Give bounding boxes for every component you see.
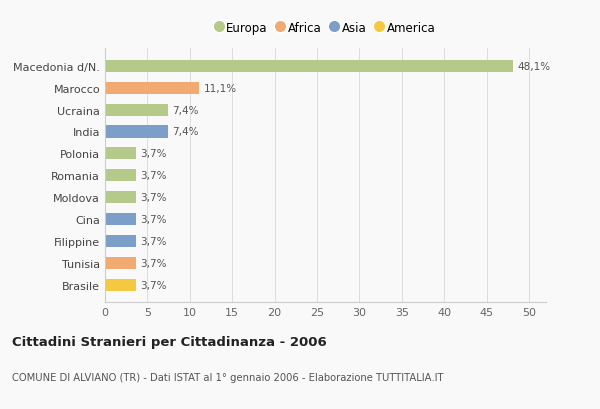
Text: 3,7%: 3,7% (140, 258, 167, 268)
Text: Cittadini Stranieri per Cittadinanza - 2006: Cittadini Stranieri per Cittadinanza - 2… (12, 336, 327, 348)
Text: 11,1%: 11,1% (203, 83, 236, 93)
Bar (105, 104, 168, 116)
Bar (105, 213, 136, 226)
Bar (105, 83, 199, 94)
Text: 3,7%: 3,7% (140, 193, 167, 203)
Text: 3,7%: 3,7% (140, 236, 167, 246)
Legend: Europa, Africa, Asia, America: Europa, Africa, Asia, America (211, 17, 440, 39)
Text: 3,7%: 3,7% (140, 171, 167, 181)
Bar (105, 61, 513, 73)
Bar (105, 236, 136, 247)
Bar (105, 192, 136, 204)
Bar (105, 257, 136, 269)
Bar (105, 126, 168, 138)
Bar (105, 170, 136, 182)
Text: 3,7%: 3,7% (140, 280, 167, 290)
Text: 3,7%: 3,7% (140, 149, 167, 159)
Text: 48,1%: 48,1% (517, 62, 550, 72)
Text: 7,4%: 7,4% (172, 106, 199, 115)
Bar (105, 279, 136, 291)
Text: 3,7%: 3,7% (140, 215, 167, 225)
Bar (105, 148, 136, 160)
Text: COMUNE DI ALVIANO (TR) - Dati ISTAT al 1° gennaio 2006 - Elaborazione TUTTITALIA: COMUNE DI ALVIANO (TR) - Dati ISTAT al 1… (12, 372, 443, 382)
Text: 7,4%: 7,4% (172, 127, 199, 137)
